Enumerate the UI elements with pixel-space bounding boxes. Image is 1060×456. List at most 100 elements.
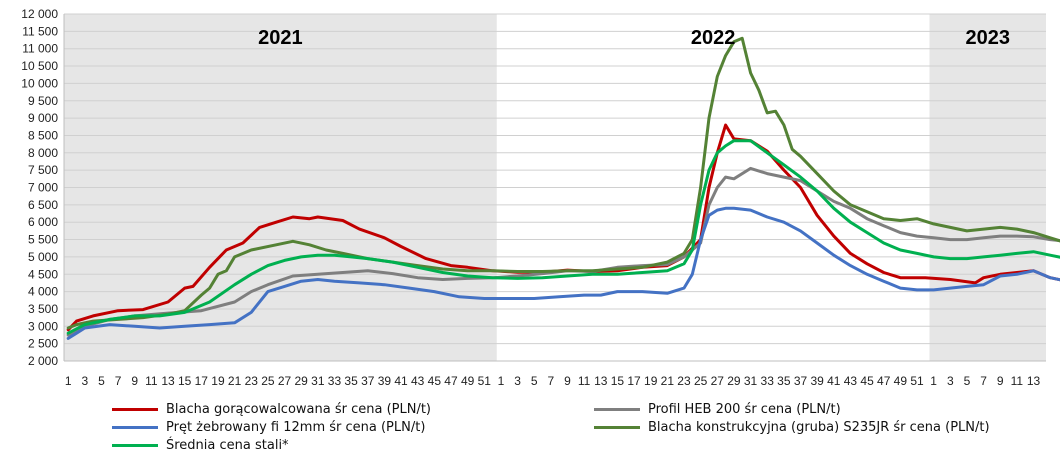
year-label: 2022 (691, 27, 736, 49)
x-tick-label: 41 (394, 374, 408, 388)
x-tick-label: 23 (245, 374, 259, 388)
x-tick-label: 45 (860, 374, 874, 388)
x-tick-label: 31 (744, 374, 758, 388)
x-tick-label: 41 (827, 374, 841, 388)
x-axis: 1 3 5 7 9 11 13 15 17 19 21 23 25 27 29 31 33 35 37 39 41 43 4… (64, 360, 1046, 388)
x-tick-label: 5 (531, 374, 538, 388)
x-tick-label: 17 (627, 374, 641, 388)
legend-item: Średnia cena stali* (112, 438, 289, 453)
gridlines (64, 13, 1046, 362)
y-tick-label: 11 000 (22, 42, 58, 56)
x-tick-label: 11 (578, 374, 591, 388)
y-tick-label: 8 000 (28, 146, 58, 160)
y-tick-label: 4 500 (28, 267, 58, 281)
x-tick-label: 37 (794, 374, 808, 388)
line-chart: 2 000 2 500 3 000 3 500 4 000 4 500 5 000 5 500… (21, 7, 1060, 388)
x-tick-label: 29 (294, 374, 308, 388)
y-tick-label: 10 000 (21, 76, 58, 90)
x-tick-label: 7 (980, 374, 987, 388)
year-label: 2023 (965, 27, 1010, 49)
x-tick-label: 51 (478, 374, 492, 388)
x-tick-label: 27 (711, 374, 725, 388)
x-tick-label: 49 (894, 374, 908, 388)
legend: Blacha gorącowalcowana śr cena (PLN/t) Pr… (0, 396, 1060, 456)
x-tick-label: 27 (278, 374, 292, 388)
legend-swatch (112, 426, 158, 429)
legend-item: Pręt żebrowany fi 12mm śr cena (PLN/t) (112, 420, 425, 435)
legend-swatch (594, 426, 640, 429)
series-lines (66, 36, 1060, 340)
x-tick-label: 49 (461, 374, 475, 388)
x-tick-label: 13 (594, 374, 608, 388)
x-tick-label: 33 (761, 374, 775, 388)
x-tick-label: 15 (178, 374, 192, 388)
series-line (66, 123, 1060, 332)
x-tick-label: 11 (145, 374, 158, 388)
x-tick-label: 1 (65, 374, 72, 388)
year-labels: 2021 2022 2023 (258, 27, 1010, 49)
x-tick-label: 19 (211, 374, 225, 388)
x-tick-label: 17 (195, 374, 209, 388)
x-tick-label: 33 (328, 374, 342, 388)
x-tick-label: 39 (810, 374, 824, 388)
y-tick-label: 5 500 (28, 233, 58, 247)
x-tick-label: 3 (514, 374, 521, 388)
x-tick-label: 9 (997, 374, 1004, 388)
year-label: 2021 (258, 27, 303, 49)
x-tick-label: 47 (444, 374, 458, 388)
series-line (66, 139, 1060, 335)
y-tick-label: 3 000 (28, 319, 58, 333)
legend-item: Blacha gorącowalcowana śr cena (PLN/t) (112, 402, 431, 417)
x-tick-label: 3 (947, 374, 954, 388)
x-tick-label: 35 (344, 374, 358, 388)
legend-swatch (112, 408, 158, 411)
y-tick-label: 7 500 (28, 163, 58, 177)
y-tick-label: 9 000 (28, 111, 58, 125)
y-axis: 2 000 2 500 3 000 3 500 4 000 4 500 5 000 5 500… (21, 7, 65, 368)
x-tick-label: 29 (727, 374, 741, 388)
legend-label: Średnia cena stali* (166, 438, 289, 453)
x-tick-label: 31 (311, 374, 325, 388)
legend-label: Blacha konstrukcyjna (gruba) S235JR śr c… (648, 420, 990, 435)
y-tick-label: 8 500 (28, 128, 58, 142)
x-tick-label: 9 (131, 374, 138, 388)
x-tick-label: 47 (877, 374, 891, 388)
x-tick-label: 11 (1011, 374, 1024, 388)
x-tick-label: 7 (547, 374, 554, 388)
series-line (66, 36, 1060, 330)
x-tick-label: 15 (611, 374, 625, 388)
x-tick-label: 35 (777, 374, 791, 388)
y-tick-label: 10 500 (21, 59, 58, 73)
legend-swatch (594, 408, 640, 411)
legend-item: Profil HEB 200 śr cena (PLN/t) (594, 402, 841, 417)
x-tick-label: 23 (677, 374, 691, 388)
y-tick-label: 11 500 (22, 24, 58, 38)
legend-swatch (112, 444, 158, 447)
x-tick-label: 25 (694, 374, 708, 388)
legend-label: Blacha gorącowalcowana śr cena (PLN/t) (166, 402, 432, 417)
y-tick-label: 12 000 (21, 7, 58, 21)
x-tick-label: 1 (930, 374, 937, 388)
y-tick-label: 6 000 (28, 215, 58, 229)
x-tick-label: 43 (844, 374, 858, 388)
x-tick-label: 1 (498, 374, 505, 388)
x-tick-label: 45 (428, 374, 442, 388)
x-tick-label: 7 (115, 374, 122, 388)
x-tick-label: 21 (661, 374, 675, 388)
x-tick-label: 19 (644, 374, 658, 388)
y-tick-label: 2 500 (28, 337, 58, 351)
y-tick-label: 2 000 (28, 354, 58, 368)
x-tick-label: 9 (564, 374, 571, 388)
x-tick-label: 37 (361, 374, 375, 388)
series-line (66, 166, 1060, 337)
x-tick-label: 51 (910, 374, 924, 388)
x-tick-label: 13 (1027, 374, 1041, 388)
y-tick-label: 9 500 (28, 94, 58, 108)
y-tick-label: 7 000 (28, 181, 58, 195)
legend-label: Pręt żebrowany fi 12mm śr cena (PLN/t) (166, 420, 426, 435)
x-tick-label: 13 (161, 374, 175, 388)
x-tick-label: 25 (261, 374, 275, 388)
y-tick-label: 3 500 (28, 302, 58, 316)
x-tick-label: 43 (411, 374, 425, 388)
y-tick-label: 5 000 (28, 250, 58, 264)
